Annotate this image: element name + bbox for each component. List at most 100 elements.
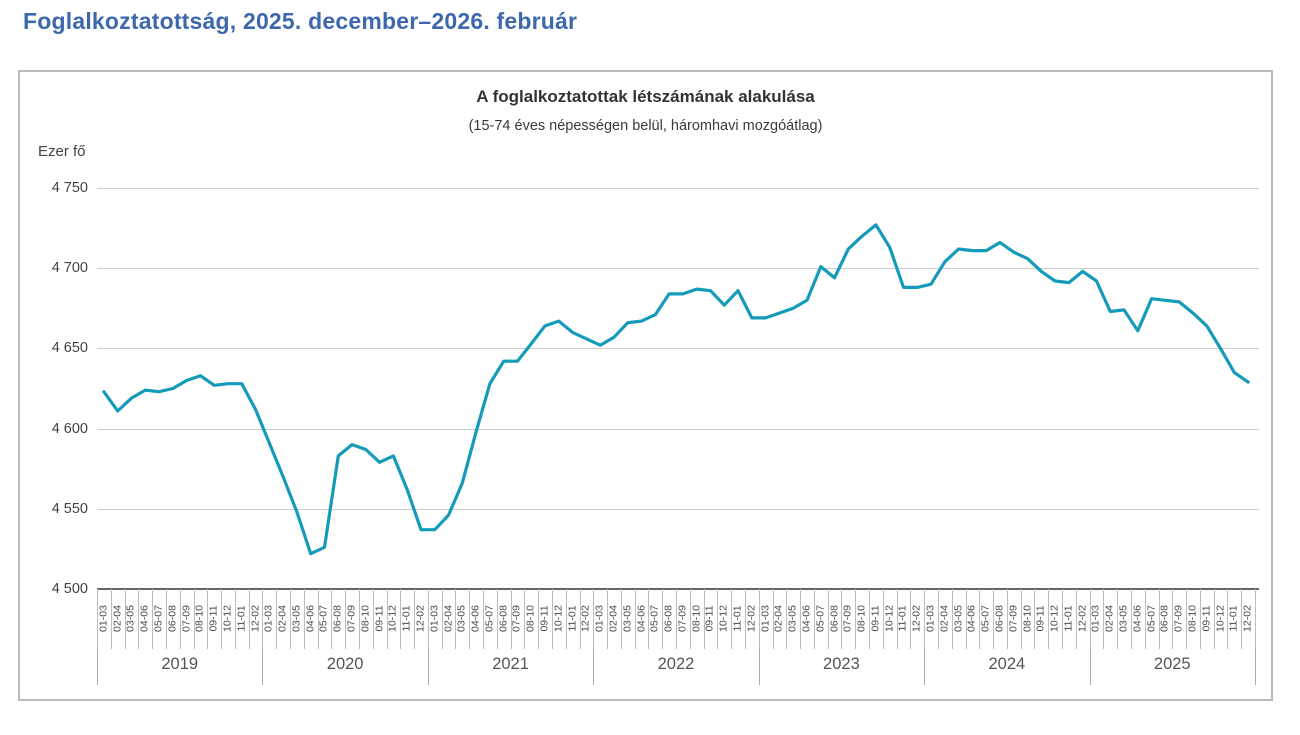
year-separator-line	[262, 649, 264, 685]
x-tick-line	[1172, 589, 1174, 649]
x-tick-line	[813, 589, 815, 649]
chart-title: A foglalkoztatottak létszámának alakulás…	[476, 87, 815, 106]
x-tick-line	[855, 589, 857, 649]
x-tick-line	[1020, 589, 1022, 649]
year-separator-line	[758, 649, 760, 685]
x-tick-label: 01-03	[759, 605, 772, 632]
x-tick-line	[345, 589, 347, 649]
x-tick-label: 02-04	[276, 605, 289, 632]
x-tick-line	[262, 589, 264, 649]
year-label: 2019	[161, 655, 199, 673]
x-tick-label: 03-05	[1117, 605, 1130, 632]
x-tick-label: 12-02	[1241, 605, 1254, 632]
x-tick-label: 10-12	[221, 605, 234, 632]
x-tick-line	[662, 589, 664, 649]
x-tick-label: 11-01	[1062, 605, 1075, 632]
x-tick-label: 04-06	[800, 605, 813, 632]
x-tick-line	[634, 589, 636, 649]
x-tick-line	[827, 589, 829, 649]
x-tick-line	[993, 589, 995, 649]
y-tick-label: 4 700	[51, 260, 88, 277]
x-tick-line	[869, 589, 870, 649]
x-tick-label: 03-05	[455, 605, 468, 632]
x-tick-label: 02-04	[111, 605, 124, 632]
x-tick-line	[110, 589, 112, 649]
x-tick-label: 08-10	[855, 605, 868, 632]
x-axis-line	[97, 588, 1259, 590]
x-tick-line	[303, 589, 305, 649]
x-tick-line	[731, 589, 733, 649]
x-tick-line	[800, 589, 802, 649]
x-tick-label: 03-05	[290, 605, 303, 632]
x-tick-line	[414, 589, 416, 649]
year-separator-line	[593, 649, 595, 685]
x-tick-label: 09-11	[1200, 605, 1213, 632]
x-tick-label: 05-07	[317, 605, 330, 632]
x-tick-line	[676, 589, 677, 649]
y-gridline	[97, 348, 1259, 350]
x-tick-label: 10-12	[552, 605, 565, 632]
chart-subtitle: (15-74 éves népességen belül, háromhavi …	[468, 118, 823, 134]
x-tick-line	[1186, 589, 1188, 649]
x-tick-line	[648, 589, 650, 649]
x-tick-line	[317, 589, 319, 649]
x-tick-label: 07-09	[345, 605, 358, 632]
page-title: Foglalkoztatottság, 2025. december–2026.…	[23, 8, 578, 34]
x-tick-line	[703, 589, 705, 649]
year-separator-line	[427, 649, 429, 685]
x-tick-label: 05-07	[648, 605, 661, 632]
x-tick-label: 02-04	[442, 605, 455, 632]
x-tick-line	[234, 589, 236, 649]
x-tick-label: 01-03	[262, 605, 275, 632]
x-tick-label: 12-02	[579, 605, 592, 632]
x-tick-line	[1048, 589, 1050, 649]
y-axis-unit-label: Ezer fő	[38, 143, 86, 160]
x-tick-line	[441, 589, 443, 649]
x-tick-label: 06-08	[828, 605, 841, 632]
x-tick-label: 12-02	[249, 605, 262, 632]
x-tick-label: 02-04	[772, 605, 785, 632]
x-tick-label: 01-03	[428, 605, 441, 632]
x-tick-line	[1144, 589, 1146, 649]
x-tick-label: 12-02	[414, 605, 427, 632]
x-tick-line	[1103, 589, 1105, 649]
y-gridline	[97, 508, 1259, 510]
x-tick-label: 08-10	[193, 605, 206, 632]
x-tick-line	[455, 589, 457, 649]
x-tick-label: 09-11	[373, 605, 386, 632]
x-tick-label: 11-01	[400, 605, 413, 632]
x-tick-line	[193, 589, 195, 649]
x-tick-label: 02-04	[607, 605, 620, 632]
x-tick-label: 01-03	[593, 605, 606, 632]
year-separator-line	[97, 649, 98, 685]
x-tick-line	[97, 589, 98, 649]
x-tick-label: 06-08	[662, 605, 675, 632]
x-tick-label: 03-05	[124, 605, 137, 632]
x-tick-label: 12-02	[1076, 605, 1089, 632]
x-tick-line	[910, 589, 912, 649]
year-label: 2024	[988, 655, 1026, 673]
x-tick-label: 02-04	[938, 605, 951, 632]
x-tick-line	[372, 589, 374, 649]
x-tick-line	[427, 589, 429, 649]
x-tick-line	[152, 589, 154, 649]
x-tick-line	[179, 589, 181, 649]
y-tick-label: 4 500	[51, 581, 88, 597]
x-tick-line	[276, 589, 278, 649]
x-tick-label: 01-03	[1089, 605, 1102, 632]
x-tick-line	[221, 589, 223, 649]
x-tick-label: 07-09	[1007, 605, 1020, 632]
x-tick-label: 04-06	[138, 605, 151, 632]
x-tick-line	[124, 589, 126, 649]
x-tick-line	[579, 589, 581, 649]
x-tick-line	[1089, 589, 1091, 649]
x-tick-line	[924, 589, 926, 649]
x-tick-label: 10-12	[883, 605, 896, 632]
year-separator-line	[1255, 649, 1256, 685]
x-tick-label: 09-11	[207, 605, 220, 632]
x-tick-line	[1255, 589, 1256, 649]
x-tick-line	[841, 589, 843, 649]
x-tick-line	[1213, 589, 1215, 649]
x-tick-label: 08-10	[359, 605, 372, 632]
x-tick-line	[331, 589, 333, 649]
